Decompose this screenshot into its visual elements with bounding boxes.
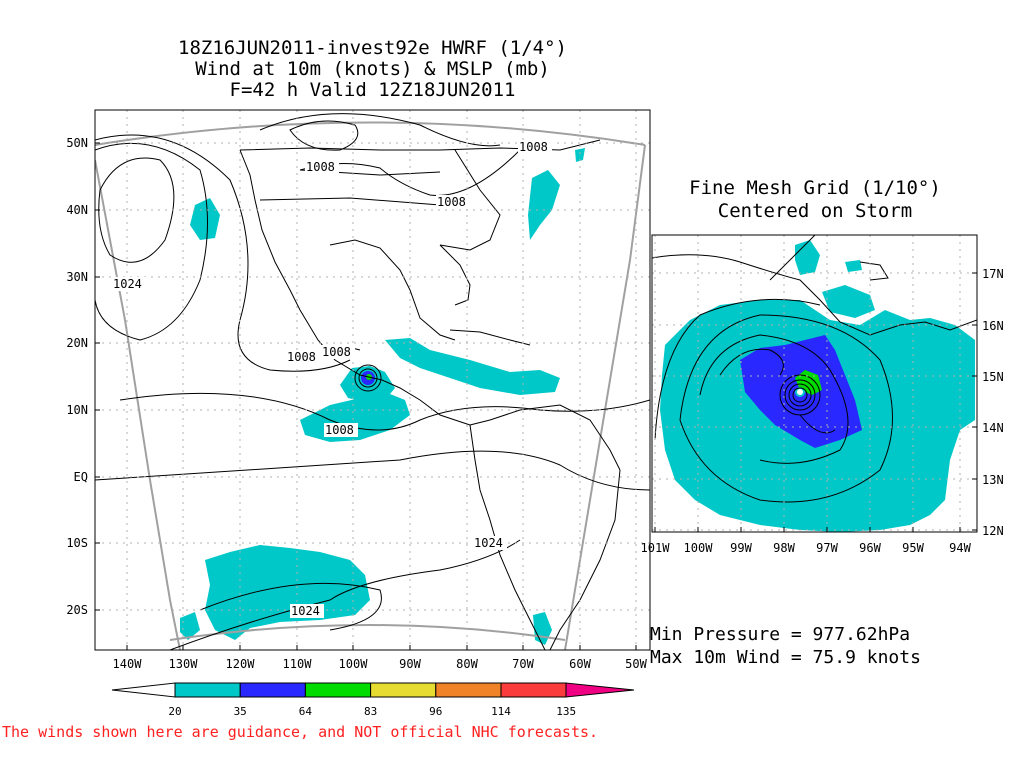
domain-outline — [95, 121, 646, 650]
inset-lon-99w: 99W — [730, 541, 752, 555]
inset-lat-16n: 16N — [982, 319, 1004, 333]
inset-lon-labels: 101W 100W 99W 98W 97W 96W 95W 94W — [641, 541, 972, 555]
colorbar-swatch-83-96 — [370, 682, 437, 698]
main-title: 18Z16JUN2011-invest92e HWRF (1/4°) Wind … — [95, 38, 650, 101]
lon-label-50w: 50W — [625, 657, 647, 671]
isobars-inset — [654, 298, 893, 503]
inset-lon-98w: 98W — [773, 541, 795, 555]
inset-ticks — [654, 272, 977, 532]
disclaimer-text: The winds shown here are guidance, and N… — [2, 723, 599, 741]
title-line-2: Wind at 10m (knots) & MSLP (mb) — [195, 58, 550, 80]
inset-title-line-1: Fine Mesh Grid (1/10°) — [689, 177, 941, 199]
storm-stats: Min Pressure = 977.62hPa Max 10m Wind = … — [650, 623, 1000, 669]
colorbar-swatch-35-64 — [239, 682, 306, 698]
colorbar: 20 35 64 83 96 114 135 — [111, 682, 635, 718]
lat-label-50n: 50N — [66, 136, 88, 150]
lat-label-10n: 10N — [66, 403, 88, 417]
inset-gridlines — [652, 235, 977, 532]
inset-lat-17n: 17N — [982, 267, 1004, 281]
lon-label-100w: 100W — [339, 657, 369, 671]
isobar-label-1: 1008 — [306, 160, 335, 174]
colorbar-label-83: 83 — [364, 705, 377, 718]
colorbar-swatch-96-114 — [435, 682, 502, 698]
isobar-label-4: 1024 — [113, 277, 142, 291]
isobar-label-9: 1024 — [291, 604, 320, 618]
isobar-label-5: 1008 — [287, 350, 316, 364]
colorbar-swatch-114-135 — [500, 682, 567, 698]
inset-title: Fine Mesh Grid (1/10°) Centered on Storm — [650, 177, 980, 223]
inset-lon-101w: 101W — [641, 541, 671, 555]
inset-lon-95w: 95W — [902, 541, 924, 555]
inset-lat-15n: 15N — [982, 370, 1004, 384]
colorbar-label-64: 64 — [299, 705, 313, 718]
max-wind-text: Max 10m Wind = 75.9 knots — [650, 647, 921, 668]
isobar-label-8: 1024 — [474, 536, 503, 550]
lon-label-80w: 80W — [456, 657, 478, 671]
inset-lon-94w: 94W — [949, 541, 971, 555]
lon-label-110w: 110W — [283, 657, 313, 671]
title-line-3: F=42 h Valid 12Z18JUN2011 — [229, 79, 516, 101]
lat-label-eq: EQ — [74, 470, 88, 484]
isobar-label-3: 1008 — [519, 140, 548, 154]
isobar-label-2: 1008 — [437, 195, 466, 209]
main-gridlines — [95, 110, 650, 650]
main-lat-labels: 50N 40N 30N 20N 10N EQ 10S 20S — [66, 136, 88, 617]
lon-label-70w: 70W — [512, 657, 534, 671]
main-ticks — [95, 142, 637, 650]
inset-frame — [651, 234, 978, 533]
colorbar-label-35: 35 — [234, 705, 247, 718]
inset-title-line-2: Centered on Storm — [717, 200, 913, 222]
wind-shading-main — [180, 148, 585, 645]
colorbar-label-96: 96 — [429, 705, 442, 718]
main-lon-labels: 140W 130W 120W 110W 100W 90W 80W 70W 60W… — [113, 657, 648, 671]
lon-label-120w: 120W — [226, 657, 256, 671]
storm-core-main — [354, 364, 382, 392]
inset-lat-14n: 14N — [982, 421, 1004, 435]
colorbar-high-arrow — [565, 682, 635, 698]
colorbar-swatch-64-83 — [304, 682, 372, 698]
wind-shading-inset — [660, 240, 975, 532]
inset-lon-97w: 97W — [816, 541, 838, 555]
inset-lat-13n: 13N — [982, 473, 1004, 487]
isobar-label-7: 1008 — [325, 423, 354, 437]
lon-label-130w: 130W — [169, 657, 199, 671]
lat-label-20s: 20S — [66, 603, 88, 617]
min-pressure-text: Min Pressure = 977.62hPa — [650, 624, 911, 645]
inset-lat-labels: 17N 16N 15N 14N 13N 12N — [982, 267, 1004, 538]
lat-label-40n: 40N — [66, 203, 88, 217]
lat-label-20n: 20N — [66, 336, 88, 350]
inset-lon-100w: 100W — [684, 541, 714, 555]
lat-label-10s: 10S — [66, 536, 88, 550]
inset-lat-12n: 12N — [982, 524, 1004, 538]
colorbar-label-114: 114 — [491, 705, 511, 718]
title-line-1: 18Z16JUN2011-invest92e HWRF (1/4°) — [178, 37, 567, 59]
inset-lon-96w: 96W — [859, 541, 881, 555]
isobar-labels-main: 1008 1008 1008 1024 1008 1008 1008 1024 … — [112, 140, 552, 618]
lon-label-90w: 90W — [399, 657, 421, 671]
colorbar-label-135: 135 — [556, 705, 576, 718]
inset-map — [652, 235, 977, 532]
lon-label-140w: 140W — [113, 657, 143, 671]
main-map-frame — [94, 109, 651, 651]
colorbar-low-arrow — [111, 682, 176, 698]
colorbar-swatch-20-35 — [174, 682, 241, 698]
lon-label-60w: 60W — [569, 657, 591, 671]
colorbar-label-20: 20 — [168, 705, 181, 718]
isobar-label-6: 1008 — [322, 345, 351, 359]
lat-label-30n: 30N — [66, 270, 88, 284]
